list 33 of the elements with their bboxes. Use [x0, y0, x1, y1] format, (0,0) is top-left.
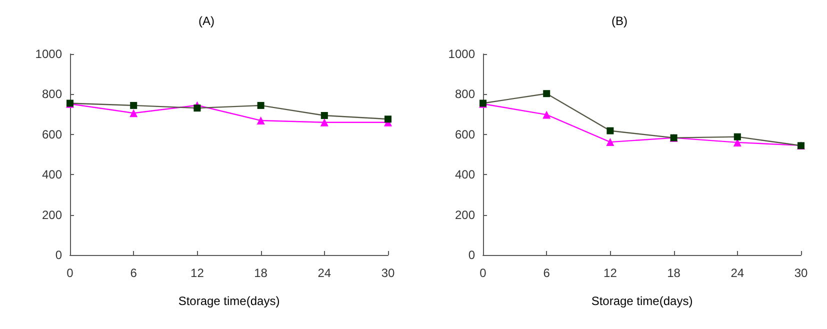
point: [606, 138, 614, 146]
y-tick-label: 400: [42, 168, 62, 182]
point: [256, 116, 265, 125]
x-tick-label: 30: [381, 266, 395, 280]
x-tick-label: 24: [318, 266, 332, 280]
y-tick-label: 200: [42, 208, 62, 222]
y-tick-label: 600: [454, 127, 476, 142]
x-axis-title: Storage time(days): [591, 294, 693, 308]
x-tick-label: 18: [667, 266, 681, 280]
x-tick-label: 12: [604, 266, 618, 280]
point: [542, 110, 551, 119]
y-tick-label: 1000: [448, 47, 476, 61]
y-tick-label: 1000: [35, 47, 62, 61]
x-axis-title: Storage time(days): [178, 294, 280, 308]
x-tick-label: 6: [130, 266, 138, 280]
x-tick-label: 0: [480, 266, 487, 280]
chart-title: (A): [198, 14, 214, 28]
chart-title: (B): [612, 14, 628, 28]
y-tick-label: 800: [42, 87, 62, 102]
x-tick-label: 18: [254, 266, 268, 280]
x-tick-label: 0: [66, 266, 74, 280]
x-tick-label: 12: [190, 266, 204, 280]
point: [320, 118, 328, 126]
y-tick-label: 600: [42, 127, 62, 142]
y-tick-label: 400: [454, 168, 476, 182]
y-tick-label: 800: [454, 87, 476, 102]
y-tick-label: 0: [468, 248, 476, 262]
x-tick-label: 30: [794, 266, 808, 280]
y-tick-label: 0: [55, 248, 62, 262]
y-tick-label: 200: [454, 208, 476, 222]
x-tick-label: 6: [543, 266, 550, 280]
x-tick-label: 24: [730, 266, 744, 280]
point: [130, 109, 138, 118]
